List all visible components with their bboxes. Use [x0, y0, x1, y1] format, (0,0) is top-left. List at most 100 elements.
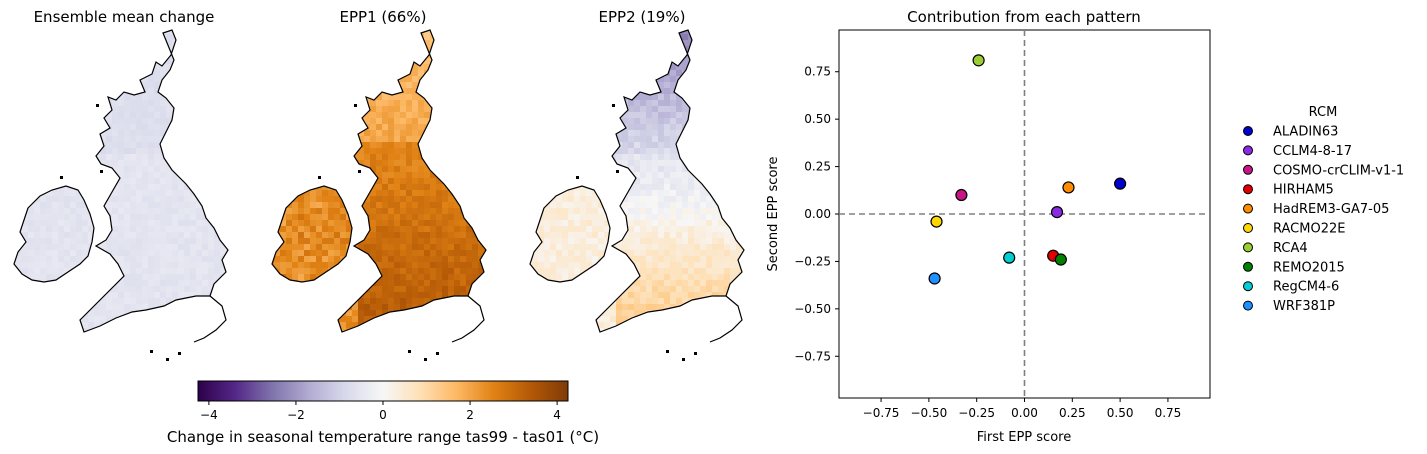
map-panel: EPP2 (19%) [529, 8, 745, 361]
legend-label: REMO2015 [1273, 260, 1345, 275]
legend-marker [1243, 223, 1253, 233]
legend-marker [1243, 164, 1253, 175]
y-tick-label: 0.00 [804, 207, 831, 221]
island-mark [666, 350, 669, 353]
island-mark [424, 358, 427, 361]
y-tick-label: −0.25 [794, 254, 831, 268]
legend-marker [1243, 126, 1253, 136]
legend-marker [1243, 300, 1253, 311]
colorbar-tick-label: 0 [379, 408, 387, 422]
map-panel-title: EPP2 (19%) [599, 8, 686, 26]
x-tick-label: 0.75 [1155, 406, 1182, 420]
y-axis-ticks: 0.75 0.50 0.25 0.00 −0.25 −0.50 −0.75 [794, 65, 839, 363]
island-mark [436, 352, 439, 355]
scatter-plot: Contribution from each pattern −0.75 −0.5… [766, 8, 1211, 445]
x-tick-label: −0.50 [910, 406, 947, 420]
coastline-detail [193, 295, 227, 343]
scatter-point-cosmo-crclim-v1-1 [955, 188, 968, 202]
legend-item: ALADIN63 [1243, 125, 1338, 140]
island-mark [358, 170, 361, 173]
coastline-ireland [13, 185, 95, 283]
colorbar-ticks: −4 −2 0 2 4 [200, 401, 561, 422]
map-field [80, 30, 228, 332]
coastline-ireland [271, 185, 353, 283]
colorbar: −4 −2 0 2 4 Change in seasonal temperature r… [167, 380, 599, 446]
island-mark [682, 358, 685, 361]
legend-label: ALADIN63 [1273, 125, 1338, 140]
legend-marker [1243, 184, 1253, 195]
legend-title: RCM [1309, 105, 1338, 120]
scatter-point-rca4 [972, 54, 985, 67]
legend-label: RACMO22E [1273, 222, 1345, 237]
x-tick-label: 0.50 [1107, 406, 1134, 420]
legend-item: RegCM4-6 [1243, 280, 1339, 295]
legend-label: RCA4 [1273, 241, 1308, 256]
island-mark [166, 358, 169, 361]
coastline-great-britain [595, 29, 745, 333]
island-mark [100, 170, 103, 173]
legend-item: RACMO22E [1243, 222, 1345, 237]
coastline-detail [451, 295, 485, 343]
island-mark [60, 176, 63, 179]
y-tick-label: −0.50 [794, 302, 831, 316]
colorbar-tick-label: −2 [287, 408, 305, 422]
island-mark [612, 104, 615, 107]
map-panels: Ensemble mean change EPP1 (66%) EPP2 (19%) [13, 8, 745, 361]
legend-item: REMO2015 [1243, 260, 1345, 275]
map-panel-title: EPP1 (66%) [340, 8, 427, 26]
legend-label: RegCM4-6 [1273, 280, 1339, 295]
colorbar-tick-label: 2 [466, 408, 474, 422]
legend-item: COSMO-crCLIM-v1-1 [1243, 163, 1404, 178]
map-panel-title: Ensemble mean change [34, 8, 215, 26]
coastline-detail [709, 295, 743, 343]
island-mark [694, 352, 697, 355]
legend-item: HadREM3-GA7-05 [1243, 202, 1389, 217]
legend-marker [1243, 145, 1253, 156]
island-mark [616, 170, 619, 173]
island-mark [408, 350, 411, 353]
x-axis-ticks: −0.75 −0.50 −0.25 0.00 0.25 0.50 0.75 [863, 398, 1182, 420]
legend-marker [1243, 203, 1253, 214]
scatter-point-regcm4-6 [1003, 251, 1016, 264]
y-tick-label: −0.75 [794, 349, 831, 363]
legend-item: CCLM4-8-17 [1243, 144, 1352, 159]
scatter-title: Contribution from each pattern [907, 8, 1141, 26]
y-tick-label: 0.50 [804, 112, 831, 126]
map-panel: Ensemble mean change [13, 8, 229, 361]
legend-item: WRF381P [1243, 299, 1335, 314]
legend-item: HIRHAM5 [1243, 183, 1334, 198]
island-mark [318, 176, 321, 179]
coastline-great-britain [79, 29, 229, 333]
legend-label: HIRHAM5 [1273, 183, 1334, 198]
x-tick-label: 0.00 [1011, 406, 1038, 420]
scatter-point-remo2015 [1054, 253, 1067, 266]
legend-label: HadREM3-GA7-05 [1273, 202, 1389, 217]
y-axis-label: Second EPP score [766, 157, 781, 272]
map-field [338, 30, 486, 332]
colorbar-label: Change in seasonal temperature range tas… [167, 428, 599, 446]
legend-marker [1243, 242, 1253, 253]
island-mark [96, 104, 99, 107]
scatter-point-wrf381p [928, 272, 941, 285]
coastline-ireland [529, 185, 611, 283]
x-tick-label: −0.75 [863, 406, 900, 420]
legend-label: WRF381P [1273, 299, 1335, 314]
scatter-point-aladin63 [1114, 177, 1127, 190]
legend-marker [1243, 261, 1253, 272]
y-tick-label: 0.25 [804, 160, 831, 174]
map-field [596, 30, 744, 332]
legend-item: RCA4 [1243, 241, 1308, 256]
scatter-point-cclm4-8-17 [1050, 206, 1064, 219]
colorbar-bar [197, 380, 569, 402]
x-tick-label: −0.25 [958, 406, 995, 420]
legend-items: ALADIN63 CCLM4-8-17 COSMO-crCLIM-v1-1 HIRHA… [1243, 125, 1404, 314]
colorbar-tick-label: −4 [200, 408, 218, 422]
x-axis-label: First EPP score [977, 430, 1071, 445]
scatter-point-racmo22e [930, 215, 943, 228]
scatter-points [928, 54, 1127, 285]
coastline-great-britain [337, 29, 487, 333]
island-mark [178, 352, 181, 355]
x-tick-label: 0.25 [1059, 406, 1086, 420]
map-panel: EPP1 (66%) [271, 8, 487, 361]
